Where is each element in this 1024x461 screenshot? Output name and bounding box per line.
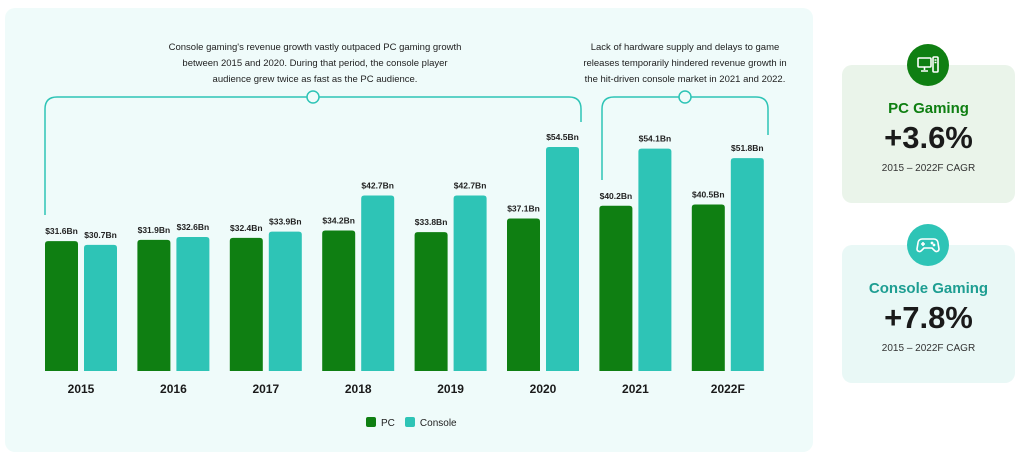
bar-pc-2022F [691,204,725,371]
bar-pc-2019 [414,232,448,371]
bar-console-2022F [730,158,764,371]
card-subtitle: 2015 – 2022F CAGR [881,163,976,174]
x-tick-label: 2022F [711,382,745,396]
x-tick-label: 2016 [160,382,187,396]
data-label: $31.6Bn [45,226,78,236]
x-tick-label: 2020 [530,382,557,396]
data-label: $40.5Bn [692,190,725,200]
bar-pc-2020 [507,218,540,371]
pc-gaming-card: PC Gaming +3.6% 2015 – 2022F CAGR [842,44,1015,203]
data-label: $54.5Bn [546,132,579,142]
data-label: $34.2Bn [322,215,355,225]
data-label: $33.9Bn [269,217,302,227]
card-value: +3.6% [884,120,973,155]
card-title: PC Gaming [888,100,969,117]
annotation-line: the hit-driven console market in 2021 an… [584,74,786,85]
annotation-left: Console gaming's revenue growth vastly o… [150,40,480,88]
card-title: Console Gaming [868,280,989,297]
bar-pc-2017 [229,237,263,371]
annotation-line: Console gaming's revenue growth vastly o… [168,42,462,53]
card-subtitle: 2015 – 2022F CAGR [881,343,976,354]
annotation-line: audience grew twice as fast as the PC au… [212,74,418,85]
bar-console-2016 [176,237,210,371]
annotation-line: releases temporarily hindered revenue gr… [583,58,787,69]
chart-panel [5,8,813,452]
data-label: $40.2Bn [600,191,633,201]
bracket-2021-2022 [601,90,769,180]
data-label: $42.7Bn [361,181,394,191]
bar-pc-2018 [322,230,356,371]
legend-label: Console [419,418,457,429]
annotation-line: between 2015 and 2020. During that perio… [182,58,448,69]
legend-swatch-console [404,417,415,427]
bar-pc-2021 [599,205,633,371]
bar-pc-2015 [45,241,78,371]
legend-item-console: Console [404,417,457,429]
bar-pc-2016 [137,239,171,371]
console-gaming-card: Console Gaming +7.8% 2015 – 2022F CAGR [842,224,1015,383]
x-tick-label: 2021 [622,382,649,396]
x-tick-label: 2018 [345,382,372,396]
annotation-right: Lack of hardware supply and delays to ga… [570,40,800,88]
legend-item-pc: PC [366,417,395,429]
bar-console-2015 [84,244,117,371]
bar-console-2019 [453,195,487,371]
desktop-computer-icon [907,44,949,86]
gamepad-icon [907,224,949,266]
x-tick-label: 2015 [68,382,95,396]
legend: PC Console [366,417,457,429]
x-tick-label: 2019 [437,382,464,396]
legend-label: PC [381,418,395,429]
data-label: $32.4Bn [230,223,263,233]
data-label: $32.6Bn [177,222,210,232]
annotation-line: Lack of hardware supply and delays to ga… [590,42,780,53]
x-tick-label: 2017 [252,382,279,396]
bracket-2015-2020 [44,90,582,215]
legend-swatch-pc [366,417,376,427]
data-label: $42.7Bn [454,181,487,191]
data-label: $37.1Bn [507,204,540,214]
data-label: $30.7Bn [84,230,117,240]
bar-console-2017 [268,231,302,371]
data-label: $51.8Bn [731,143,764,153]
bar-console-2020 [546,147,579,371]
bar-console-2021 [638,148,672,371]
data-label: $31.9Bn [138,225,171,235]
data-label: $33.8Bn [415,217,448,227]
bar-console-2018 [361,195,395,371]
data-label: $54.1Bn [639,134,672,144]
card-value: +7.8% [884,300,973,335]
